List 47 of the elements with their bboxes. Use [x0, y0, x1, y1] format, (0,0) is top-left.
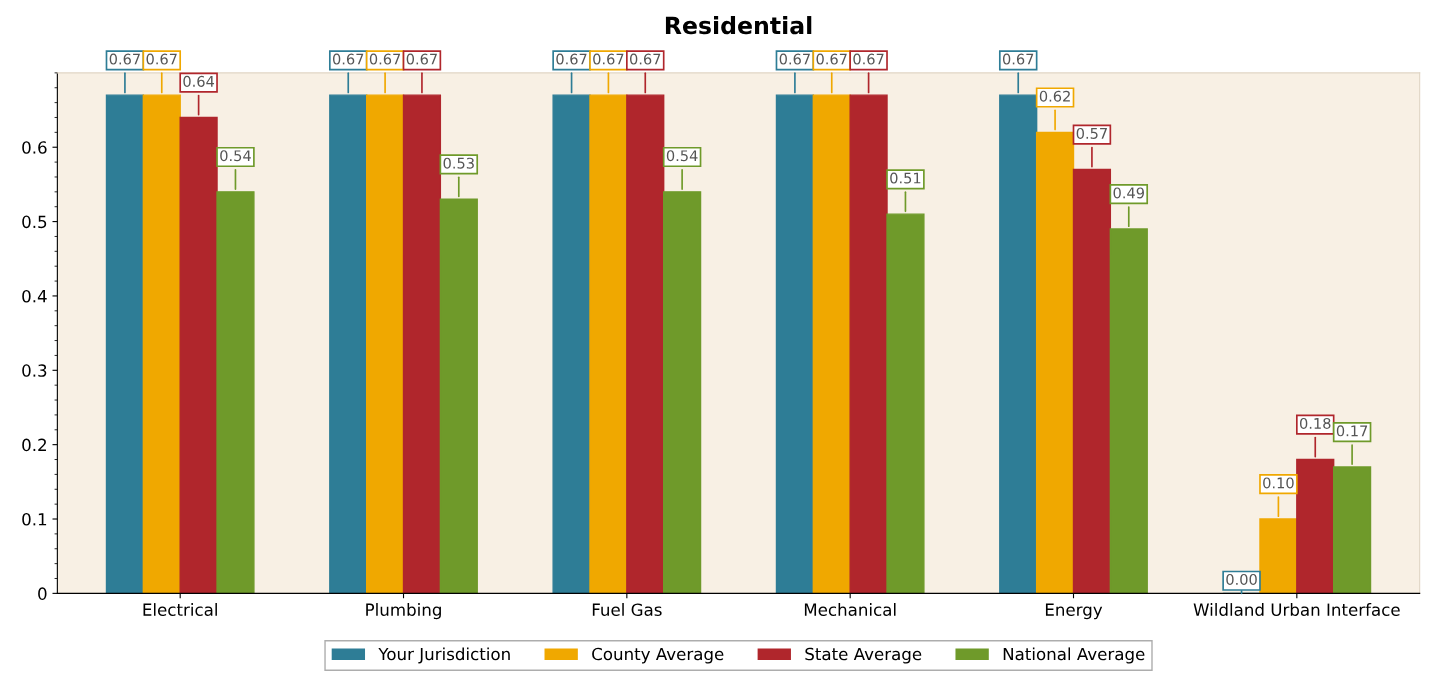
data-label: 0.64 — [183, 75, 215, 87]
x-tick-label: Energy — [1045, 603, 1103, 620]
y-tick-label: 0.6 — [22, 141, 47, 154]
bar — [439, 198, 478, 594]
x-tick-label: Mechanical — [804, 603, 896, 616]
y-tick-label: 0.4 — [22, 289, 47, 303]
data-label: 0.53 — [443, 157, 474, 169]
data-label: 0.17 — [1336, 425, 1368, 437]
data-label: 0.10 — [1263, 477, 1294, 489]
x-tick-label: Plumbing — [366, 603, 441, 620]
data-label: 0.54 — [666, 150, 698, 162]
legend-label: National Average — [1003, 647, 1145, 664]
data-label: 0.67 — [853, 53, 884, 65]
data-label: 0.18 — [1299, 417, 1331, 429]
data-label: 0.49 — [1113, 187, 1144, 199]
bar — [1072, 168, 1112, 594]
bar — [1035, 131, 1075, 594]
data-label: 0.67 — [630, 53, 661, 65]
data-label: 0.67 — [146, 53, 177, 65]
y-tick-label: 0.3 — [22, 364, 47, 377]
data-label: 0.67 — [556, 53, 587, 65]
data-label: 0.57 — [1076, 127, 1107, 139]
data-label: 0.67 — [406, 53, 437, 65]
data-label: 0.67 — [109, 53, 140, 65]
x-tick-label: Fuel Gas — [592, 603, 662, 616]
y-tick-label: 0.2 — [22, 438, 46, 452]
bar — [1296, 458, 1335, 594]
data-label: 0.62 — [1039, 90, 1070, 102]
data-label: 0.67 — [369, 53, 401, 65]
legend-label: Your Jurisdiction — [378, 647, 510, 664]
y-tick-label: 0.1 — [22, 512, 47, 526]
y-tick-label: 0 — [38, 587, 47, 600]
data-label: 0.67 — [332, 53, 364, 65]
data-label: 0.67 — [1002, 53, 1034, 65]
y-tick-label: 0.5 — [22, 215, 47, 229]
data-label: 0.67 — [779, 53, 810, 65]
legend-label: County Average — [592, 647, 724, 664]
bar — [179, 116, 218, 594]
legend-label: State Average — [805, 647, 922, 664]
data-label: 0.51 — [890, 172, 921, 184]
x-tick-label: Electrical — [143, 603, 217, 616]
data-label: 0.67 — [593, 53, 624, 65]
data-label: 0.54 — [220, 150, 251, 162]
data-label: 0.67 — [816, 53, 847, 65]
data-label: 0.00 — [1226, 573, 1257, 585]
chart-title: Residential — [665, 16, 812, 35]
x-tick-label: Wildland Urban Interface — [1193, 603, 1400, 616]
